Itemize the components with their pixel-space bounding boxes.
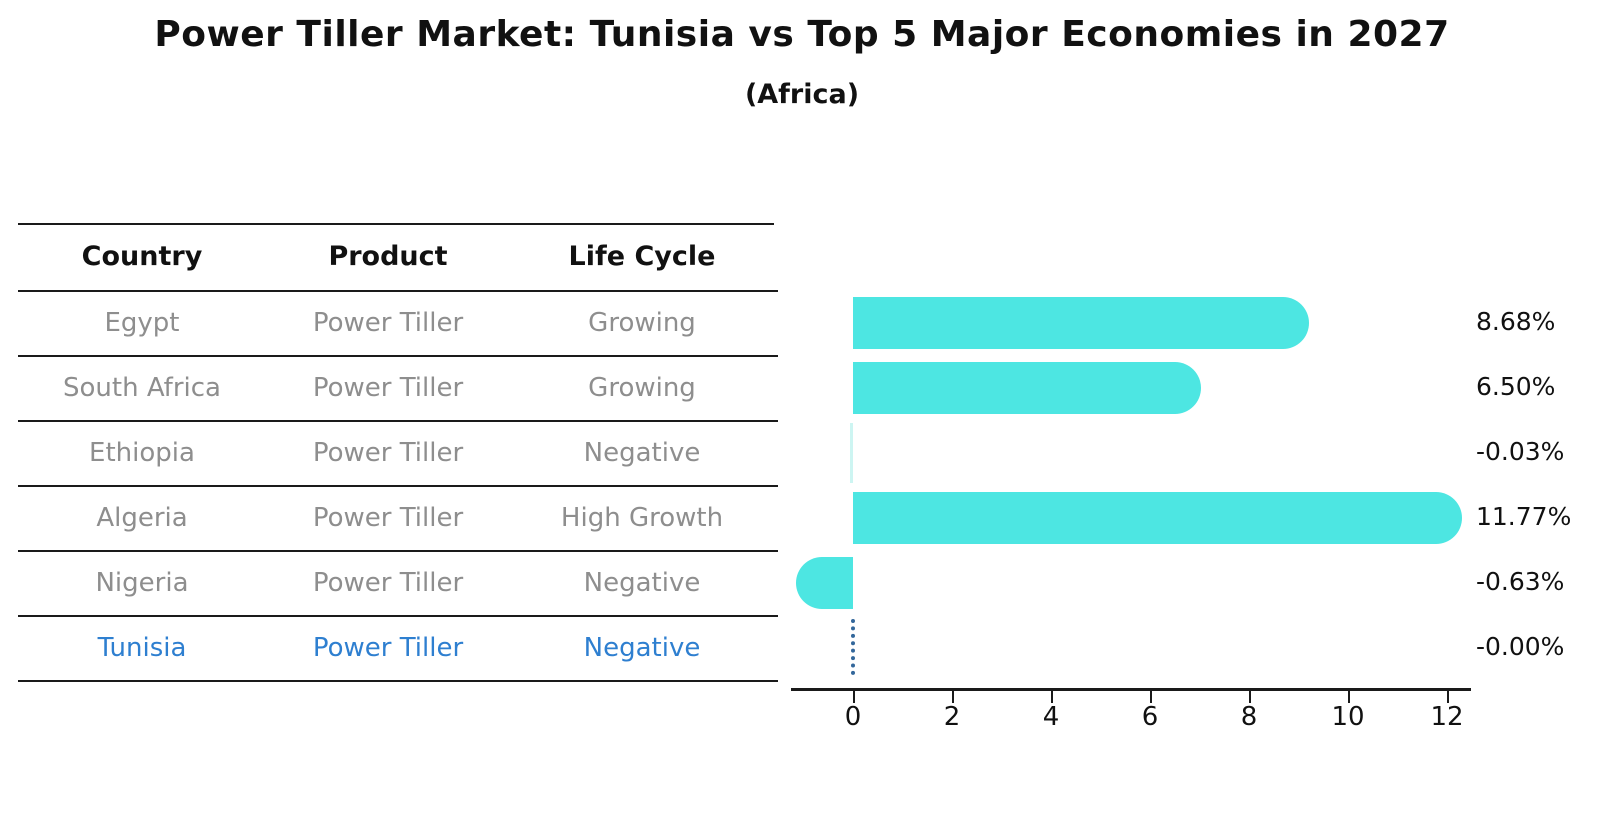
country-cell: Algeria <box>96 502 188 533</box>
life-cycle-cell: Negative <box>583 632 701 663</box>
chart-title: Power Tiller Market: Tunisia vs Top 5 Ma… <box>154 14 1450 55</box>
x-axis-tick <box>1051 691 1053 703</box>
table-rule <box>18 355 774 357</box>
x-axis-line <box>791 688 1471 691</box>
table-rule <box>18 420 774 422</box>
x-axis-tick <box>952 691 954 703</box>
country-cell: Tunisia <box>97 632 187 663</box>
bar-value-label: -0.03% <box>1476 436 1565 466</box>
x-axis-tick <box>1348 691 1350 703</box>
y-axis-tick <box>763 290 778 292</box>
bar-value-label: 11.77% <box>1476 501 1572 531</box>
life-cycle-cell: Negative <box>583 567 701 598</box>
table-row: Tunisia Power Tiller Negative <box>18 615 774 680</box>
x-axis-tick-label: 8 <box>1240 702 1258 732</box>
table-header-cell: Product <box>328 241 448 272</box>
bar <box>850 422 853 483</box>
product-cell: Power Tiller <box>312 502 464 533</box>
y-axis-tick <box>763 355 778 357</box>
country-cell: Ethiopia <box>89 437 195 468</box>
bar <box>853 361 1201 414</box>
product-cell: Power Tiller <box>312 567 464 598</box>
table-rule <box>18 680 774 682</box>
table-row: Nigeria Power Tiller Negative <box>18 550 774 615</box>
life-cycle-cell: Growing <box>588 307 696 338</box>
table-rule <box>18 550 774 552</box>
y-axis-tick <box>763 550 778 552</box>
y-axis-tick <box>763 680 778 682</box>
table-rule <box>18 290 774 292</box>
bar <box>853 491 1462 544</box>
table-header-row: Country Product Life Cycle <box>18 223 774 290</box>
x-axis-tick <box>1150 691 1152 703</box>
table-row: South Africa Power Tiller Growing <box>18 355 774 420</box>
table-row: Algeria Power Tiller High Growth <box>18 485 774 550</box>
table-row: Egypt Power Tiller Growing <box>18 290 774 355</box>
chart-subtitle: (Africa) <box>744 79 860 110</box>
table-rule <box>18 223 774 225</box>
x-axis-tick-label: 0 <box>844 702 862 732</box>
life-cycle-cell: High Growth <box>560 502 724 533</box>
product-cell: Power Tiller <box>312 437 464 468</box>
x-axis-tick <box>1249 691 1251 703</box>
life-cycle-cell: Growing <box>588 372 696 403</box>
table-rule <box>18 485 774 487</box>
bar-value-label: -0.63% <box>1476 566 1565 596</box>
product-cell: Power Tiller <box>312 307 464 338</box>
x-axis-tick-label: 6 <box>1141 702 1159 732</box>
country-cell: Nigeria <box>95 567 189 598</box>
life-cycle-cell: Negative <box>583 437 701 468</box>
zero-value-dotted-marker <box>851 618 855 675</box>
bar-value-label: 6.50% <box>1476 371 1556 401</box>
bar <box>853 296 1309 349</box>
table-header-cell: Life Cycle <box>568 241 716 272</box>
bar-value-label: 8.68% <box>1476 306 1556 336</box>
bar-value-label: -0.00% <box>1476 631 1565 661</box>
x-axis-tick <box>1447 691 1449 703</box>
table-header-cell: Country <box>81 241 203 272</box>
y-axis-tick <box>763 420 778 422</box>
x-axis-tick-label: 12 <box>1430 702 1464 732</box>
country-cell: Egypt <box>104 307 180 338</box>
y-axis-tick <box>763 485 778 487</box>
x-axis-tick-label: 4 <box>1042 702 1060 732</box>
table-rule <box>18 615 774 617</box>
x-axis-tick-label: 10 <box>1331 702 1365 732</box>
product-cell: Power Tiller <box>312 372 464 403</box>
y-axis-tick <box>763 615 778 617</box>
x-axis-tick-label: 2 <box>943 702 961 732</box>
bar <box>795 556 853 609</box>
country-cell: South Africa <box>63 372 221 403</box>
product-cell: Power Tiller <box>312 632 464 663</box>
x-axis-tick <box>853 691 855 703</box>
table-row: Ethiopia Power Tiller Negative <box>18 420 774 485</box>
